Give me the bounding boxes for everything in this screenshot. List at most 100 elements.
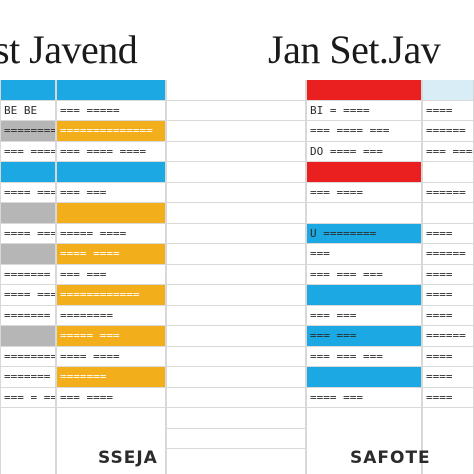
bottom-label-right: SAFOTE [350, 448, 431, 468]
table-cell: ==== [426, 349, 453, 363]
page-title-left: st Javend [0, 27, 138, 72]
table-row [167, 306, 305, 326]
table-row [1, 162, 55, 183]
table-cell: === === === [310, 267, 383, 281]
table-cell: ==== [426, 390, 453, 404]
table-column-b: === ===== ============== === ==== ==== === … [56, 80, 166, 474]
table-row: ==== [423, 265, 473, 285]
table-row: ============== [57, 121, 165, 142]
table-cell: === === [310, 308, 357, 322]
table-column-a: BE BE ======== === === == == == = == == == = == ==… [0, 80, 56, 474]
table-row: DO ==== === [307, 142, 421, 162]
table-row: === ==== ==== [57, 142, 165, 162]
table-row [423, 162, 473, 183]
table-cell: === ==== [60, 390, 113, 404]
table-cell: DO ==== === [310, 144, 383, 158]
table-row [423, 203, 473, 224]
table-row: === ==== === [307, 121, 421, 142]
table-cell: ==== [426, 370, 453, 383]
table-row [167, 203, 305, 224]
table-row [167, 142, 305, 162]
table-row: ======== [1, 121, 55, 142]
table-row [307, 203, 421, 224]
table-row [167, 326, 305, 347]
table-row: ==== === [1, 285, 55, 306]
table-cell: ======= [4, 370, 51, 383]
table-row: ==== [423, 347, 473, 367]
table-row [423, 80, 473, 101]
table-row [167, 224, 305, 244]
table-cell: === === [60, 267, 107, 281]
table-row [167, 429, 305, 449]
table-row: === = === [1, 388, 55, 408]
table-row: ==== [423, 306, 473, 326]
table-row [307, 367, 421, 388]
table-row [307, 80, 421, 101]
table-cell: === ==== ==== [60, 144, 147, 158]
table-row: ==== [423, 388, 473, 408]
table-cell: ==== [426, 226, 453, 240]
table-row: ======== [57, 306, 165, 326]
table-row [167, 265, 305, 285]
table-cell: U ======== [310, 226, 377, 240]
table-cell: ==== ==== [60, 247, 120, 260]
table-row: ====== [423, 183, 473, 203]
table-cell: ==== === [310, 390, 363, 404]
table-cell: ====== [426, 185, 466, 199]
table-row: === === [57, 265, 165, 285]
table-row [57, 162, 165, 183]
table-cell: ======== [4, 124, 55, 137]
table-cell: BI = ==== [310, 103, 370, 117]
table-row: ======= [57, 367, 165, 388]
table-row: ==== ==== [57, 347, 165, 367]
bottom-label-left: SSEJA [98, 448, 158, 468]
table-row: ==== [423, 285, 473, 306]
table-row: === === [57, 183, 165, 203]
table-row: ====== [423, 326, 473, 347]
table-cell: ===== ==== [60, 226, 127, 240]
table-column-c [166, 80, 306, 474]
table-cell: ==== [426, 308, 453, 322]
table-row: ==== [423, 367, 473, 388]
table-cell: ==== [426, 288, 453, 301]
table-row [57, 80, 165, 101]
table-column-d: BI = ==== === ==== === DO ==== === === ====… [306, 80, 422, 474]
table-row: ==== === [1, 224, 55, 244]
table-row [167, 121, 305, 142]
table-row: ==== [423, 101, 473, 121]
table-row: ======= [1, 306, 55, 326]
table-cell: ==== ==== [60, 349, 120, 363]
table-cell: === ===== [4, 144, 55, 158]
table-row [167, 367, 305, 388]
table-row: ===== ==== [57, 224, 165, 244]
table-cell: ==== [426, 267, 453, 281]
table-cell: ===== === [60, 329, 120, 342]
table-cell: ====== [426, 329, 466, 342]
table-row: ==== [423, 224, 473, 244]
table-cell: === ==== [310, 185, 363, 199]
table-cell: === === [310, 329, 357, 342]
table-row [167, 408, 305, 429]
table-cell: ======= [4, 308, 51, 322]
table-row [167, 347, 305, 367]
table-row: === ==== [307, 183, 421, 203]
table-cell: === === === [310, 349, 383, 363]
table-cell: === = === [4, 390, 55, 404]
table-row: === === === [307, 265, 421, 285]
table-row [1, 244, 55, 265]
table-row: ====== [423, 244, 473, 265]
table-row: === === [307, 326, 421, 347]
table-row [57, 203, 165, 224]
table-row: ===== === [57, 326, 165, 347]
table-row [307, 162, 421, 183]
table-row: ============ [57, 285, 165, 306]
page-title-right: Jan Set.Jav [268, 27, 441, 72]
table-row [167, 183, 305, 203]
table-row [167, 244, 305, 265]
table-cell: ======== [4, 349, 55, 363]
table-row: === ===== [1, 142, 55, 162]
table-cell: ======= [4, 267, 51, 281]
table-cell: ======= [60, 370, 107, 383]
table-cell: ====== [426, 247, 466, 260]
table-row [167, 80, 305, 101]
